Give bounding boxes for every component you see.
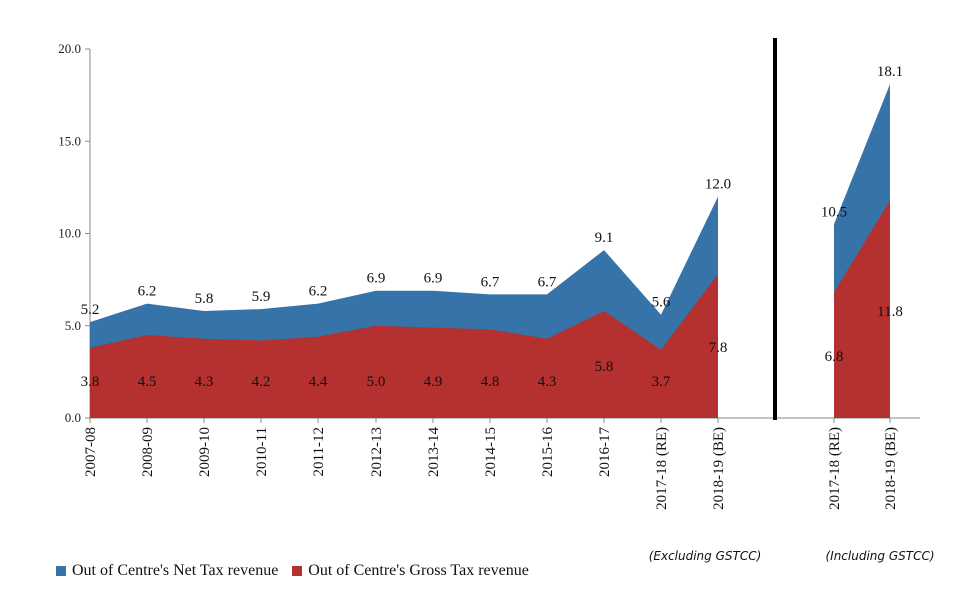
- data-label-net: 5.6: [652, 295, 671, 311]
- x-tick-label: 2016-17: [597, 427, 613, 477]
- data-label-net: 5.8: [195, 291, 214, 307]
- x-tick-label: 2018-19 (BE): [711, 427, 727, 510]
- data-label-gross: 3.8: [81, 374, 100, 390]
- data-label-gross: 7.8: [709, 340, 728, 356]
- data-label-net: 6.7: [538, 274, 557, 290]
- y-tick-label: 5.0: [65, 318, 81, 333]
- x-tick-label: 2011-12: [311, 427, 327, 476]
- x-tick-label: 2017-18 (RE): [827, 427, 843, 510]
- x-tick-label: 2013-14: [426, 427, 442, 477]
- y-tick-label: 10.0: [58, 226, 81, 241]
- legend-swatch-net: [56, 566, 66, 576]
- data-label-net: 5.2: [81, 302, 100, 318]
- data-label-gross: 6.8: [825, 349, 844, 365]
- x-tick-label: 2015-16: [540, 427, 556, 477]
- data-label-net: 9.1: [595, 230, 614, 246]
- x-tick-label: 2017-18 (RE): [654, 427, 670, 510]
- panel-note: (Including GSTCC): [825, 549, 934, 563]
- data-label-gross: 11.8: [877, 304, 903, 320]
- legend: Out of Centre's Net Tax revenue Out of C…: [56, 562, 543, 580]
- x-tick-label: 2014-15: [483, 427, 499, 477]
- data-label-net: 12.0: [705, 177, 731, 193]
- data-label-net: 18.1: [877, 64, 903, 80]
- data-label-gross: 4.4: [309, 374, 328, 390]
- legend-swatch-gross: [292, 566, 303, 576]
- legend-label-net: Out of Centre's Net Tax revenue: [72, 562, 279, 579]
- x-tick-label: 2007-08: [83, 427, 99, 477]
- data-label-gross: 5.8: [595, 359, 614, 375]
- y-tick-label: 15.0: [58, 133, 81, 148]
- legend-item-net: Out of Centre's Net Tax revenue: [56, 562, 278, 580]
- data-label-gross: 4.3: [195, 374, 214, 390]
- panel-note: (Excluding GSTCC): [649, 549, 762, 563]
- legend-item-gross: Out of Centre's Gross Tax revenue: [292, 562, 529, 580]
- y-tick-label: 20.0: [58, 41, 81, 56]
- x-tick-label: 2009-10: [197, 427, 213, 477]
- data-label-gross: 3.7: [652, 374, 671, 390]
- data-label-gross: 4.3: [538, 374, 557, 390]
- data-label-gross: 4.5: [138, 374, 157, 390]
- legend-label-gross: Out of Centre's Gross Tax revenue: [308, 562, 529, 579]
- x-tick-label: 2018-19 (BE): [883, 427, 899, 510]
- data-label-net: 6.7: [481, 274, 500, 290]
- data-label-net: 5.9: [252, 289, 271, 305]
- data-label-gross: 4.2: [252, 374, 271, 390]
- data-label-net: 6.2: [138, 284, 157, 300]
- data-label-net: 10.5: [821, 204, 847, 220]
- data-label-gross: 4.9: [424, 374, 443, 390]
- x-tick-label: 2010-11: [254, 427, 270, 476]
- y-tick-label: 0.0: [65, 410, 81, 425]
- data-label-net: 6.9: [367, 271, 386, 287]
- data-label-gross: 4.8: [481, 374, 500, 390]
- data-label-net: 6.2: [309, 284, 328, 300]
- x-tick-label: 2012-13: [369, 427, 385, 477]
- data-label-net: 6.9: [424, 271, 443, 287]
- data-label-gross: 5.0: [367, 374, 386, 390]
- gross-tax-area-panel-2: [834, 200, 890, 418]
- x-tick-label: 2008-09: [140, 427, 156, 477]
- gross-tax-area-panel-1: [90, 274, 718, 418]
